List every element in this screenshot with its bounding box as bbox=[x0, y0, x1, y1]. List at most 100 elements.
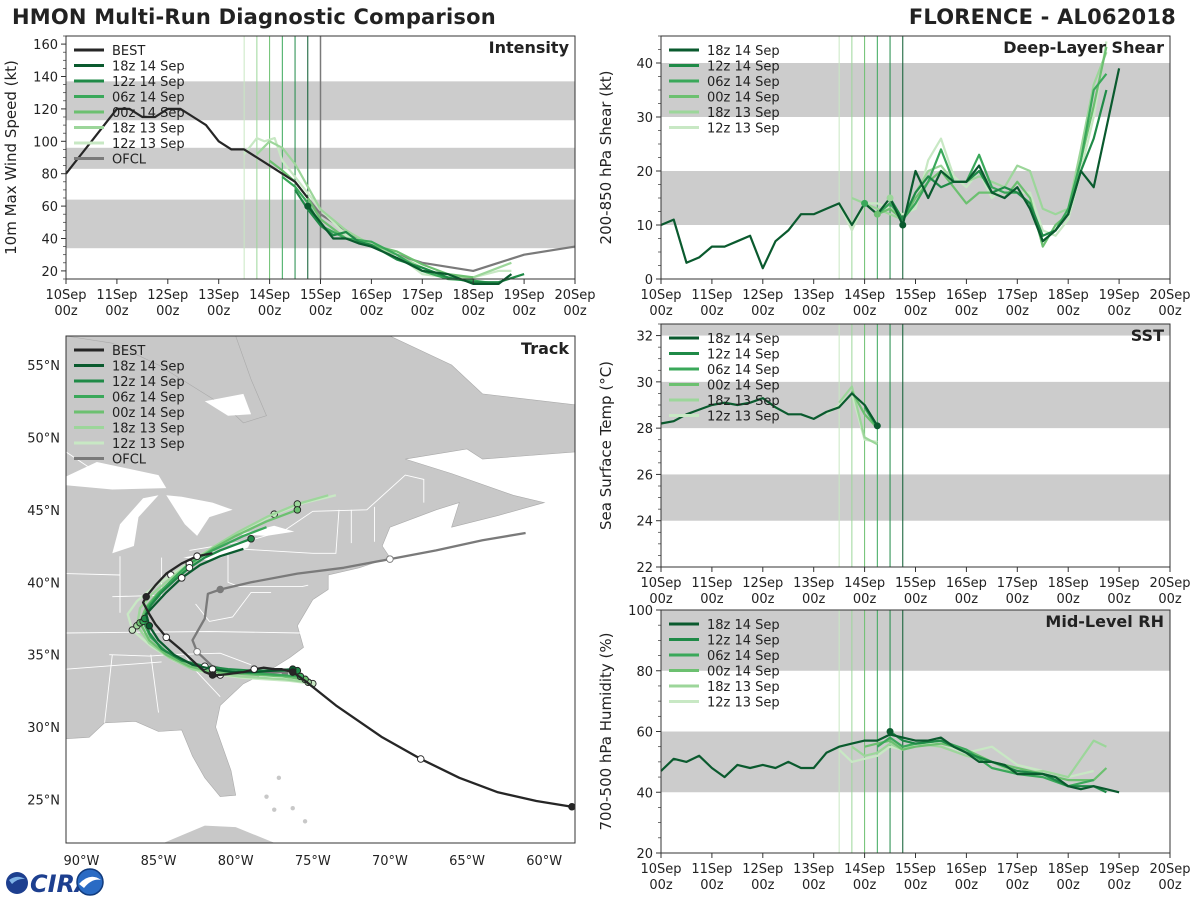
track-point-best bbox=[142, 592, 150, 601]
intensity-ytick-label: 140 bbox=[33, 71, 58, 86]
intensity-legend-label: 00z 14 Sep bbox=[112, 106, 185, 121]
track-point-12z-13-sep bbox=[128, 626, 137, 634]
track-point-18z-14-sep bbox=[177, 574, 186, 582]
sst-ytick-label: 24 bbox=[636, 515, 653, 530]
intensity-xtick-label: 12Sep 00z bbox=[147, 288, 188, 319]
rh-init-point bbox=[886, 728, 894, 735]
sst-legend-label: 18z 14 Sep bbox=[707, 332, 780, 347]
political-boundary bbox=[66, 573, 121, 576]
shear-init-point bbox=[899, 221, 907, 229]
shear-ylabel: 200-850 hPa Shear (kt) bbox=[597, 71, 615, 245]
intensity-title: Intensity bbox=[489, 38, 570, 57]
track-point-18z-14-sep bbox=[145, 621, 154, 630]
intensity-legend-label: OFCL bbox=[112, 153, 147, 168]
intensity-ytick-label: 100 bbox=[33, 135, 58, 150]
shear-title: Deep-Layer Shear bbox=[1003, 38, 1164, 57]
political-boundary bbox=[112, 594, 162, 598]
political-boundary bbox=[184, 654, 221, 698]
track-point-best bbox=[568, 803, 575, 811]
sst-xtick-label: 17Sep 00z bbox=[997, 576, 1038, 607]
shear-legend-label: 18z 13 Sep bbox=[707, 106, 780, 121]
sst-ytick-label: 22 bbox=[636, 561, 653, 576]
intensity-series-best bbox=[65, 107, 309, 199]
shear-ytick-label: 10 bbox=[636, 219, 653, 234]
intensity-xtick-label: 15Sep 00z bbox=[300, 288, 341, 319]
track-legend-label: 18z 13 Sep bbox=[112, 422, 185, 437]
rh-legend-label: 00z 14 Sep bbox=[707, 665, 780, 680]
sst-xtick-label: 11Sep 00z bbox=[691, 576, 732, 607]
track-lat-label: 25°N bbox=[27, 794, 60, 809]
intensity-ylabel: 10m Max Wind Speed (kt) bbox=[2, 60, 20, 255]
shear-chart: 0 10 20 30 40 10Sep 00z 11Sep 00z 12Sep 00z 13Sep 00… bbox=[597, 35, 1191, 319]
sst-series-18z-14-sep bbox=[660, 392, 879, 427]
track-title: Track bbox=[521, 339, 569, 358]
track-legend-label: BEST bbox=[112, 344, 145, 359]
shear-xtick-label: 11Sep 00z bbox=[691, 288, 732, 319]
track-lon-label: 80°W bbox=[218, 854, 254, 869]
sst-series-00z-14-sep bbox=[850, 390, 879, 429]
shear-legend-label: 12z 13 Sep bbox=[707, 122, 780, 137]
track-lon-label: 90°W bbox=[63, 854, 99, 869]
shear-xtick-label: 15Sep 00z bbox=[895, 288, 936, 319]
shear-xtick-label: 14Sep 00z bbox=[844, 288, 885, 319]
rh-legend-label: 12z 14 Sep bbox=[707, 634, 780, 649]
intensity-ytick-label: 40 bbox=[41, 233, 58, 248]
track-point-ofcl bbox=[216, 585, 224, 594]
sst-chart: 22 24 26 28 30 32 10Sep 00z 11Sep 00z 12Sep 00z 13Se… bbox=[597, 323, 1191, 607]
track-legend-label: 12z 14 Sep bbox=[112, 375, 185, 390]
sst-xtick-label: 15Sep 00z bbox=[895, 576, 936, 607]
intensity-legend-label: 12z 14 Sep bbox=[112, 75, 185, 90]
sst-xtick-label: 13Sep 00z bbox=[793, 576, 834, 607]
shear-legend-label: 18z 14 Sep bbox=[707, 44, 780, 59]
shear-xtick-label: 12Sep 00z bbox=[742, 288, 783, 319]
bahamas-island bbox=[272, 807, 277, 812]
shear-legend-label: 12z 14 Sep bbox=[707, 60, 780, 75]
track-point-best bbox=[208, 671, 217, 679]
track-lon-label: 65°W bbox=[449, 854, 485, 869]
lake-0 bbox=[66, 462, 167, 490]
cuba bbox=[163, 825, 275, 843]
intensity-ytick-label: 160 bbox=[33, 38, 58, 53]
intensity-xtick-label: 14Sep 00z bbox=[249, 288, 290, 319]
political-boundary bbox=[66, 631, 301, 634]
track-point-ofcl bbox=[386, 555, 394, 563]
intensity-series-18z-14-sep bbox=[306, 205, 513, 285]
rh-xtick-label: 19Sep 00z bbox=[1099, 862, 1140, 893]
track-legend-label: 12z 13 Sep bbox=[112, 437, 185, 452]
shear-xtick-label: 19Sep 00z bbox=[1099, 288, 1140, 319]
intensity-xtick-label: 13Sep 00z bbox=[198, 288, 239, 319]
intensity-ytick-label: 60 bbox=[41, 200, 58, 215]
track-point-00z-14-sep bbox=[293, 506, 302, 514]
intensity-legend-label: 18z 14 Sep bbox=[112, 60, 185, 75]
sst-xtick-label: 16Sep 00z bbox=[946, 576, 987, 607]
shear-init-point bbox=[873, 210, 881, 218]
track-legend-label: 06z 14 Sep bbox=[112, 391, 185, 406]
rh-xtick-label: 11Sep 00z bbox=[691, 862, 732, 893]
track-lat-label: 45°N bbox=[27, 504, 60, 519]
sst-series-18z-13-sep bbox=[838, 385, 878, 446]
rh-xtick-label: 20Sep 00z bbox=[1149, 862, 1190, 893]
rh-ylabel: 700-500 hPa Humidity (%) bbox=[597, 632, 615, 830]
sst-init-point bbox=[873, 422, 881, 430]
shear-ytick-label: 20 bbox=[636, 165, 653, 180]
track-map-area bbox=[66, 336, 575, 843]
track-point-12z-14-sep bbox=[185, 564, 194, 572]
sst-legend-label: 12z 14 Sep bbox=[707, 348, 780, 363]
intensity-xtick-label: 20Sep 00z bbox=[554, 288, 595, 319]
intensity-ytick-label: 80 bbox=[41, 168, 58, 183]
sst-xtick-label: 18Sep 00z bbox=[1048, 576, 1089, 607]
rh-xtick-label: 13Sep 00z bbox=[793, 862, 834, 893]
political-boundary bbox=[227, 553, 309, 588]
rh-title: Mid-Level RH bbox=[1045, 612, 1164, 631]
sst-band-0 bbox=[661, 474, 1170, 521]
track-legend-label: 18z 14 Sep bbox=[112, 360, 185, 375]
sst-legend-label: 06z 14 Sep bbox=[707, 363, 780, 378]
rh-ytick-label: 60 bbox=[636, 726, 653, 741]
sst-legend-label: 18z 13 Sep bbox=[707, 394, 780, 409]
rh-xtick-label: 15Sep 00z bbox=[895, 862, 936, 893]
track-18z-13-sep bbox=[135, 494, 329, 684]
rh-xtick-label: 18Sep 00z bbox=[1048, 862, 1089, 893]
sst-band-1 bbox=[661, 381, 1170, 429]
